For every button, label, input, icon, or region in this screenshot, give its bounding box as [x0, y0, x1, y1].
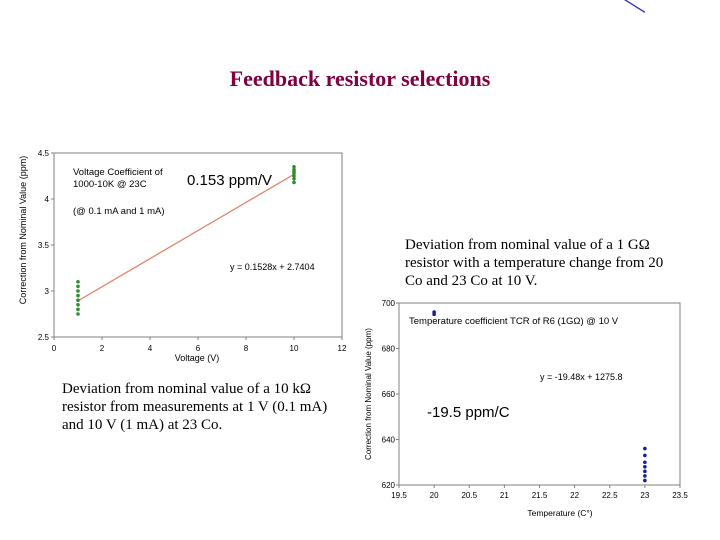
y-axis-label: Correction from Nominal Value (ppm) [18, 156, 28, 304]
coefficient-annotation: -19.5 ppm/C [427, 404, 510, 421]
y-tick-label: 4 [45, 195, 50, 204]
slide-title: Feedback resistor selections [229, 66, 491, 91]
data-points-group [432, 310, 647, 483]
x-tick-label: 21 [500, 491, 509, 500]
data-point [643, 453, 647, 458]
coefficient-annotation: 0.153 ppm/V [187, 172, 272, 189]
x-tick-label: 2 [100, 344, 105, 353]
y-tick-label: 2.5 [38, 333, 50, 342]
data-point [643, 465, 647, 469]
trend-equation: y = 0.1528x + 2.7404 [230, 262, 315, 272]
x-tick-label: 22 [570, 491, 579, 500]
data-point [292, 165, 296, 169]
data-point [76, 298, 80, 303]
caption-temperature: Deviation from nominal value of a 1 GΩ r… [405, 237, 664, 289]
y-tick-label: 3.5 [38, 241, 50, 250]
x-tick-label: 20.5 [461, 491, 477, 500]
x-tick-label: 10 [290, 344, 299, 353]
x-tick-label: 20 [430, 491, 439, 500]
y-tick-label: 680 [382, 345, 396, 354]
data-point [76, 303, 80, 307]
box-label: Voltage Coefficient of 1000-10K @ 23C [73, 167, 163, 190]
temperature-coefficient-chart: 19.5 20 20.5 21 21.5 22 22.5 23 23.5 620 640 660 68… [364, 0, 688, 518]
y-tick-label: 660 [382, 390, 396, 399]
caption-voltage: Deviation from nominal value of a 10 kΩ … [62, 381, 328, 433]
box-label-container: Voltage Coefficient of 1000-10K @ 23C [73, 167, 163, 190]
data-point [432, 312, 436, 317]
x-axis-label: Temperature (C°) [527, 508, 592, 518]
x-tick-label: 4 [148, 344, 153, 353]
y-tick-label: 3 [45, 287, 50, 296]
x-tick-label: 6 [196, 344, 201, 353]
x-tick-label: 23.5 [672, 491, 688, 500]
x-tick-label: 22.5 [602, 491, 618, 500]
data-point [292, 176, 296, 181]
data-point [643, 474, 647, 478]
y-axis-label: Correction from Nominal Value (ppm) [364, 328, 373, 460]
data-point [76, 307, 80, 312]
plot-area-frame [398, 302, 681, 486]
data-point [76, 289, 80, 293]
data-point [76, 293, 80, 298]
x-tick-label: 0 [52, 344, 57, 353]
data-point [643, 478, 647, 483]
y-axis-ticks: 2.5 3 3.5 4 4.5 [38, 149, 54, 342]
x-axis-ticks: 19.5 20 20.5 21 21.5 22 22.5 23 23.5 [391, 485, 688, 500]
y-tick-label: 700 [382, 299, 396, 308]
y-tick-label: 620 [382, 481, 396, 490]
data-point [643, 469, 647, 474]
condition-annotation: (@ 0.1 mA and 1 mA) [73, 206, 164, 217]
x-tick-label: 12 [338, 344, 347, 353]
trend-line [624, 0, 646, 13]
x-tick-label: 21.5 [532, 491, 548, 500]
data-point [292, 180, 296, 185]
data-point [292, 174, 296, 178]
x-axis-label: Voltage (V) [175, 353, 220, 363]
trend-line [77, 173, 295, 302]
data-point [643, 446, 647, 451]
trend-equation: y = -19.48x + 1275.8 [540, 372, 623, 382]
data-points-group [76, 165, 296, 316]
voltage-coefficient-chart: 0 2 4 6 8 10 12 2.5 3 3.5 4 4.5 Correction from No… [18, 149, 347, 363]
x-tick-label: 8 [244, 344, 249, 353]
box-label: Temperature coefficient TCR of R6 (1GΩ) … [409, 316, 619, 327]
data-point [76, 280, 80, 284]
x-axis-ticks: 0 2 4 6 8 10 12 [52, 337, 347, 353]
trend-line-group [77, 173, 295, 302]
x-tick-label: 19.5 [391, 491, 407, 500]
data-point [292, 171, 296, 176]
data-point [76, 284, 80, 289]
y-tick-label: 640 [382, 436, 396, 445]
x-tick-label: 23 [640, 491, 649, 500]
y-axis-ticks: 620 640 660 680 700 [382, 299, 399, 490]
data-point [76, 312, 80, 316]
y-tick-label: 4.5 [38, 149, 50, 158]
data-point [643, 460, 647, 465]
trend-line-group [624, 0, 646, 13]
